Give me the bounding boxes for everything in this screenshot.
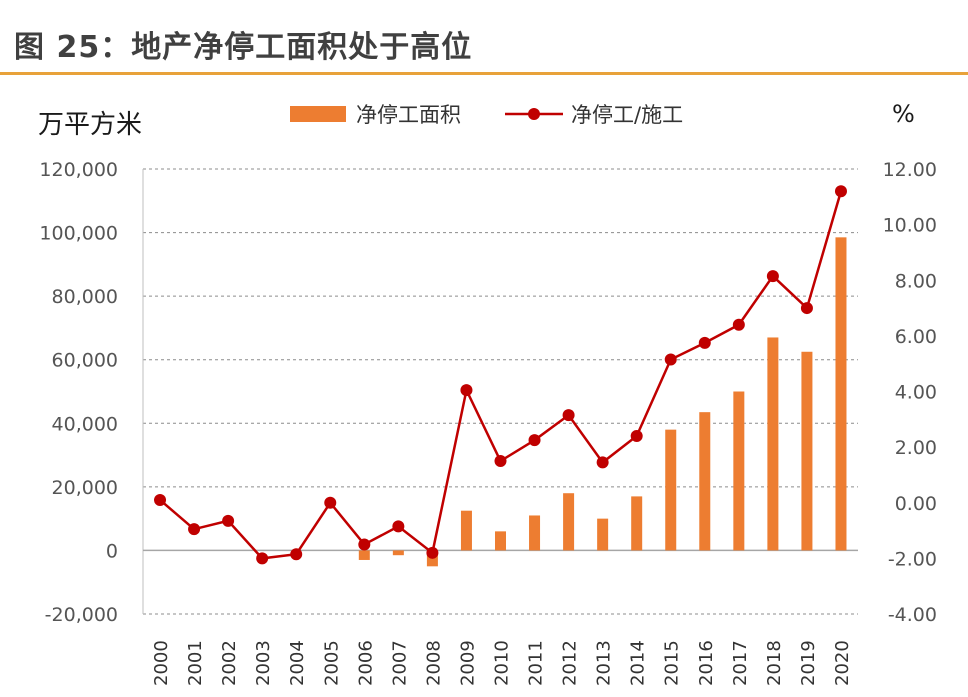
x-tick-label: 2002 [219,640,240,686]
line-point [290,548,303,561]
right-tick-label: 12.00 [883,159,937,181]
right-tick-label: 0.00 [895,493,937,515]
line-point [324,496,337,509]
x-tick-label: 2016 [696,640,717,686]
right-tick-label: 10.00 [883,215,937,237]
x-tick-label: 2013 [594,640,615,686]
line-point [426,546,439,559]
right-tick-label: 6.00 [895,326,937,348]
x-tick-label: 2001 [185,640,206,686]
line-point [630,430,643,442]
line-point [392,520,405,533]
x-tick-label: 2008 [423,640,444,686]
legend-line-marker [528,108,540,120]
left-axis-unit: 万平方米 [38,110,143,140]
x-tick-label: 2015 [662,640,683,686]
left-tick-label: 80,000 [52,286,118,308]
right-tick-label: 2.00 [895,437,937,459]
legend-label-bar: 净停工面积 [356,103,461,127]
right-axis-unit: % [892,100,915,128]
x-tick-label: 2014 [628,640,649,686]
x-tick-label: 2009 [457,640,478,686]
line-point [256,552,269,565]
line-point [834,185,847,198]
bar [665,429,677,551]
line-point [154,493,167,506]
left-tick-label: 20,000 [52,477,118,499]
bar [529,515,541,551]
x-tick-label: 2017 [730,640,751,686]
bar [767,337,779,551]
x-tick-label: 2012 [560,640,581,686]
line-point [188,523,201,536]
line-point [664,353,677,366]
x-tick-label: 2018 [764,640,785,686]
bar [699,412,711,551]
line-point [460,384,473,397]
right-tick-label: 4.00 [895,382,937,404]
bar [358,550,370,560]
right-tick-label: 8.00 [895,270,937,292]
left-tick-label: 40,000 [52,413,118,435]
page-title: 图 25：地产净停工面积处于高位 [14,30,473,65]
x-tick-label: 2005 [321,640,342,686]
x-tick-label: 2006 [355,640,376,686]
line-point [562,409,575,422]
line-point [528,434,541,447]
bar [733,391,745,551]
legend-bar-swatch [290,106,346,122]
bar [801,351,813,551]
left-tick-label: 0 [106,540,118,562]
line-point [732,318,745,331]
line-point [698,336,711,349]
bar [495,531,506,551]
line-point [596,456,609,469]
x-tick-label: 2003 [253,640,274,686]
line-point [494,455,507,468]
bar [597,518,609,551]
x-tick-label: 2020 [832,640,853,686]
line-point [222,514,235,527]
x-tick-label: 2004 [287,640,308,686]
right-tick-label: -2.00 [888,548,937,570]
bar [392,550,404,556]
line-point [358,538,371,551]
bar [835,237,847,551]
bar [563,493,575,551]
left-tick-label: 100,000 [39,223,118,245]
x-tick-label: 2019 [798,640,819,686]
legend-label-line: 净停工/施工 [571,103,683,127]
x-tick-label: 2000 [151,640,172,686]
line-point [766,270,779,283]
line-point [800,302,813,315]
bar [631,496,643,551]
left-tick-label: 120,000 [39,159,118,181]
left-tick-label: -20,000 [45,604,118,626]
x-tick-label: 2007 [389,640,410,686]
left-tick-label: 60,000 [52,350,118,372]
right-tick-label: -4.00 [888,604,937,626]
bar [460,510,472,551]
x-tick-label: 2011 [526,640,547,686]
title-divider [0,72,968,75]
x-tick-label: 2010 [492,640,513,686]
